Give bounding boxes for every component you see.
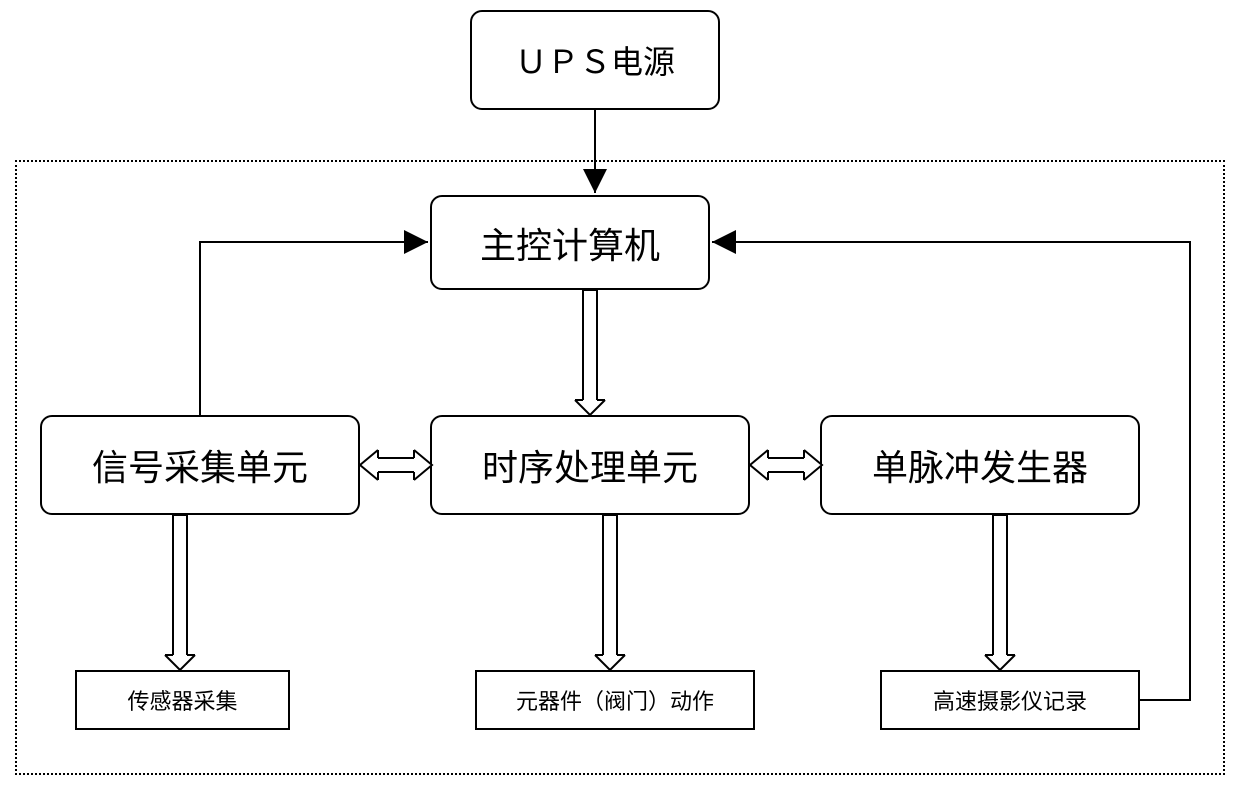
- connectors: [0, 0, 1239, 811]
- edge-main-to-timing-head: [575, 400, 605, 415]
- edge-signal-to-main: [200, 242, 428, 415]
